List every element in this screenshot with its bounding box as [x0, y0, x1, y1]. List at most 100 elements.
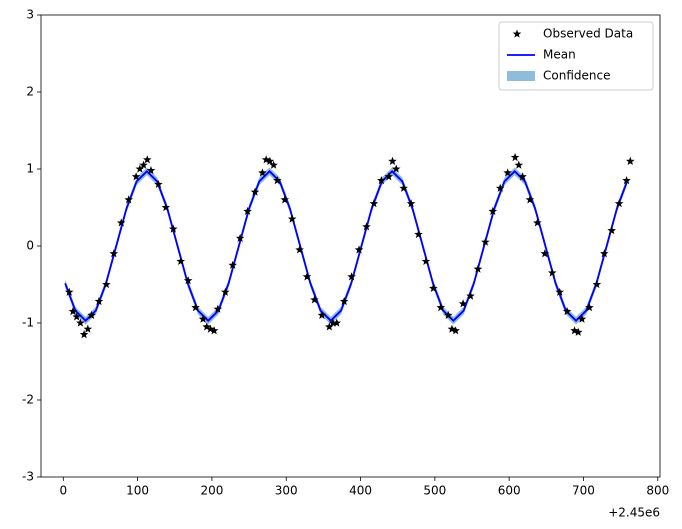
data-point [139, 160, 148, 169]
data-point [154, 179, 163, 189]
data-point [209, 326, 219, 335]
plot-area [64, 152, 635, 339]
data-point [447, 324, 457, 333]
data-point [614, 199, 624, 208]
data-point [436, 303, 446, 312]
data-point [258, 168, 267, 177]
data-point [585, 303, 594, 312]
data-point [295, 245, 304, 254]
data-point [503, 168, 512, 177]
data-point [198, 314, 208, 323]
legend-label: Mean [543, 48, 576, 62]
data-point [555, 287, 564, 296]
data-point [131, 172, 141, 181]
data-point [235, 233, 245, 242]
data-point [280, 195, 290, 204]
data-point [213, 304, 223, 313]
data-point [64, 287, 74, 296]
data-point [87, 310, 96, 319]
data-point [547, 268, 557, 277]
data-point [384, 172, 394, 181]
data-point [250, 187, 260, 196]
data-point [228, 260, 237, 269]
data-point [354, 245, 364, 254]
data-point [79, 330, 89, 339]
data-point [287, 214, 297, 223]
data-point [622, 176, 631, 185]
data-point [221, 287, 230, 296]
x-tick-label: 800 [646, 484, 669, 498]
data-point [72, 312, 81, 321]
x-tick-label: 600 [498, 484, 521, 498]
data-point [510, 152, 520, 162]
data-point [388, 156, 397, 165]
data-point [377, 176, 386, 185]
data-point [488, 206, 498, 215]
data-point [183, 276, 193, 285]
legend-key [507, 71, 535, 81]
data-point [481, 237, 490, 246]
y-tick-label: 1 [26, 162, 34, 176]
x-tick-label: 500 [423, 484, 446, 498]
data-point [458, 299, 468, 308]
x-tick-label: 700 [572, 484, 595, 498]
data-point [518, 172, 527, 181]
y-tick-label: 0 [26, 239, 34, 253]
data-point [83, 324, 93, 333]
x-tick-label: 200 [200, 484, 223, 498]
x-offset-label: +2.45e6 [608, 506, 660, 520]
data-point [473, 264, 483, 273]
data-point [429, 283, 438, 292]
x-tick-label: 0 [59, 484, 67, 498]
y-tick-label: -1 [22, 316, 34, 330]
data-point [525, 195, 535, 204]
data-point [414, 229, 423, 239]
y-tick-label: -3 [22, 470, 34, 484]
mean-line [64, 170, 628, 322]
data-point [76, 318, 85, 327]
data-point [269, 160, 278, 169]
data-point [328, 318, 338, 327]
legend-key [512, 29, 522, 38]
plot-frame [40, 14, 661, 478]
x-tick-label: 100 [126, 484, 149, 498]
legend-box [498, 21, 654, 91]
data-point [369, 199, 379, 208]
data-point [599, 249, 609, 258]
data-point [109, 249, 119, 258]
y-tick-label: -2 [22, 393, 34, 407]
y-tick-label: 2 [26, 85, 34, 99]
data-point [168, 224, 178, 233]
data-point [202, 322, 211, 331]
data-point [339, 296, 349, 306]
data-point [347, 272, 356, 281]
data-point [592, 280, 602, 289]
data-point [391, 164, 401, 173]
data-point [443, 310, 453, 319]
data-point [421, 256, 431, 266]
data-point [116, 218, 126, 227]
data-point [495, 183, 505, 192]
data-point [577, 314, 587, 323]
data-point [102, 280, 111, 289]
data-point [161, 203, 171, 212]
data-point [626, 156, 635, 165]
data-point [607, 226, 616, 235]
data-point [146, 166, 156, 175]
data-point [533, 218, 542, 227]
data-point [399, 183, 408, 192]
x-tick-label: 400 [349, 484, 372, 498]
data-point [310, 295, 319, 304]
data-point [265, 156, 275, 165]
data-point [540, 249, 550, 258]
data-point [273, 176, 282, 185]
data-point [573, 327, 583, 336]
legend-label: Observed Data [543, 27, 633, 41]
data-point [243, 206, 252, 215]
data-point [261, 155, 271, 164]
data-point [406, 199, 416, 208]
data-point [332, 318, 342, 327]
data-point [325, 322, 334, 331]
data-point [562, 306, 572, 316]
